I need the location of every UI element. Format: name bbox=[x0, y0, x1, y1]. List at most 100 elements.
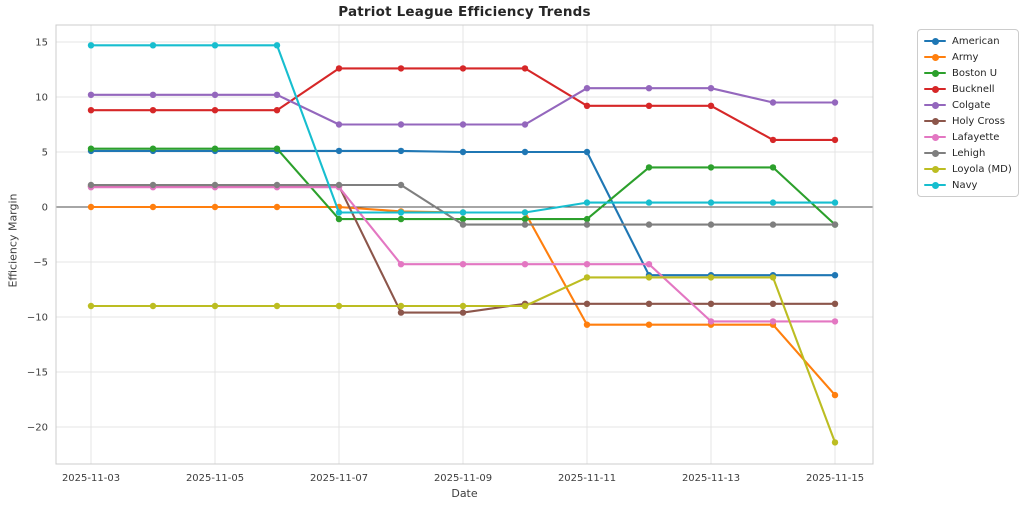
series-point-american bbox=[459, 148, 467, 156]
series-point-bucknell bbox=[769, 136, 777, 144]
series-point-holy-cross bbox=[459, 309, 467, 316]
series-point-colgate bbox=[273, 91, 281, 99]
y-axis-label: Efficiency Margin bbox=[6, 193, 20, 288]
series-point-navy bbox=[273, 42, 281, 49]
series-point-bucknell bbox=[707, 102, 715, 110]
series-point-loyola-md bbox=[87, 302, 95, 310]
series-point-colgate bbox=[149, 91, 157, 99]
series-point-lehigh bbox=[707, 221, 715, 228]
series-point-holy-cross bbox=[583, 300, 591, 307]
series-point-bucknell bbox=[521, 65, 529, 72]
series-point-army bbox=[87, 203, 95, 211]
series-point-boston-u bbox=[211, 145, 219, 152]
series-point-lehigh bbox=[149, 181, 157, 189]
series-point-lehigh bbox=[211, 181, 219, 189]
legend-line-marker-icon bbox=[924, 148, 946, 158]
x-axis-label: Date bbox=[451, 487, 478, 500]
legend-item-army: Army bbox=[924, 49, 1018, 65]
series-point-american bbox=[335, 147, 343, 155]
series-point-lafayette bbox=[769, 318, 777, 325]
series-point-colgate bbox=[459, 121, 467, 128]
series-point-american bbox=[521, 148, 529, 156]
series-point-boston-u bbox=[397, 215, 405, 223]
series-point-loyola-md bbox=[645, 274, 653, 281]
series-point-navy bbox=[583, 199, 591, 206]
series-point-bucknell bbox=[583, 102, 591, 110]
series-point-loyola-md bbox=[583, 274, 591, 281]
legend-label: Holy Cross bbox=[952, 115, 1005, 127]
x-tick-label: 2025-11-11 bbox=[558, 473, 616, 484]
chart-title: Patriot League Efficiency Trends bbox=[338, 4, 591, 20]
series-point-loyola-md bbox=[707, 274, 715, 281]
series-point-american bbox=[397, 147, 405, 155]
series-point-bucknell bbox=[831, 136, 839, 144]
series-point-lehigh bbox=[397, 181, 405, 189]
series-point-loyola-md bbox=[769, 274, 777, 281]
series-point-colgate bbox=[583, 85, 591, 92]
series-point-lehigh bbox=[87, 181, 95, 189]
series-point-navy bbox=[211, 42, 219, 49]
x-tick-label: 2025-11-05 bbox=[186, 473, 244, 484]
series-point-loyola-md bbox=[211, 302, 219, 310]
series-point-lehigh bbox=[335, 181, 343, 189]
series-point-bucknell bbox=[459, 65, 467, 72]
series-point-loyola-md bbox=[273, 302, 281, 310]
series-point-lafayette bbox=[645, 261, 653, 268]
series-point-colgate bbox=[397, 121, 405, 128]
series-point-bucknell bbox=[273, 107, 281, 114]
series-point-loyola-md bbox=[459, 302, 467, 310]
series-point-loyola-md bbox=[335, 302, 343, 310]
series-point-colgate bbox=[707, 85, 715, 92]
series-point-colgate bbox=[87, 91, 95, 99]
series-point-boston-u bbox=[769, 164, 777, 171]
series-point-lehigh bbox=[645, 221, 653, 228]
series-point-colgate bbox=[211, 91, 219, 99]
series-point-loyola-md bbox=[149, 302, 157, 310]
legend-label: Army bbox=[952, 51, 979, 63]
series-point-loyola-md bbox=[521, 302, 529, 310]
legend-label: Loyola (MD) bbox=[952, 163, 1012, 175]
series-point-holy-cross bbox=[645, 300, 653, 307]
series-point-navy bbox=[831, 199, 839, 206]
legend-line-marker-icon bbox=[924, 164, 946, 174]
legend-line-marker-icon bbox=[924, 68, 946, 78]
legend-label: Boston U bbox=[952, 67, 998, 79]
legend-label: Bucknell bbox=[952, 83, 995, 95]
legend-line-marker-icon bbox=[924, 84, 946, 94]
x-tick-label: 2025-11-15 bbox=[806, 473, 864, 484]
x-tick-label: 2025-11-13 bbox=[682, 473, 740, 484]
series-point-bucknell bbox=[397, 65, 405, 72]
series-point-lafayette bbox=[583, 261, 591, 268]
series-point-boston-u bbox=[521, 215, 529, 223]
series-point-colgate bbox=[645, 85, 653, 92]
series-point-boston-u bbox=[149, 145, 157, 152]
series-point-bucknell bbox=[335, 65, 343, 72]
legend-label: Navy bbox=[952, 179, 978, 191]
series-point-boston-u bbox=[707, 164, 715, 171]
legend-line-marker-icon bbox=[924, 36, 946, 46]
y-tick-label: 5 bbox=[42, 148, 48, 159]
series-point-boston-u bbox=[335, 215, 343, 223]
legend-line-marker-icon bbox=[924, 180, 946, 190]
series-point-lafayette bbox=[707, 318, 715, 325]
y-tick-label: 15 bbox=[35, 38, 48, 49]
series-point-navy bbox=[87, 42, 95, 49]
legend-item-lehigh: Lehigh bbox=[924, 145, 1018, 161]
series-point-loyola-md bbox=[397, 302, 405, 310]
series-point-lehigh bbox=[273, 181, 281, 189]
series-point-boston-u bbox=[583, 215, 591, 223]
series-point-lehigh bbox=[769, 221, 777, 228]
series-point-colgate bbox=[769, 99, 777, 106]
series-point-navy bbox=[459, 209, 467, 216]
y-tick-label: −5 bbox=[33, 258, 48, 269]
series-point-army bbox=[583, 321, 591, 328]
legend-label: Lafayette bbox=[952, 131, 1000, 143]
series-point-holy-cross bbox=[769, 300, 777, 307]
series-point-navy bbox=[521, 209, 529, 216]
series-point-colgate bbox=[831, 99, 839, 106]
plot-border bbox=[55, 24, 874, 465]
series-point-colgate bbox=[335, 121, 343, 128]
legend-label: Lehigh bbox=[952, 147, 986, 159]
